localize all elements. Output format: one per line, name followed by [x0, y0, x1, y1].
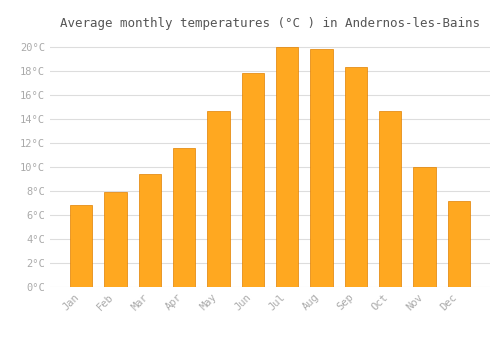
Bar	[173, 148, 196, 287]
Bar	[344, 68, 367, 287]
Bar	[208, 111, 230, 287]
Bar	[138, 174, 161, 287]
Bar	[104, 192, 126, 287]
Title: Average monthly temperatures (°C ) in Andernos-les-Bains: Average monthly temperatures (°C ) in An…	[60, 17, 480, 30]
Bar	[310, 49, 332, 287]
Bar	[379, 111, 402, 287]
Bar	[448, 201, 470, 287]
Bar	[242, 74, 264, 287]
Bar	[276, 47, 298, 287]
Bar	[414, 167, 436, 287]
Bar	[70, 205, 92, 287]
